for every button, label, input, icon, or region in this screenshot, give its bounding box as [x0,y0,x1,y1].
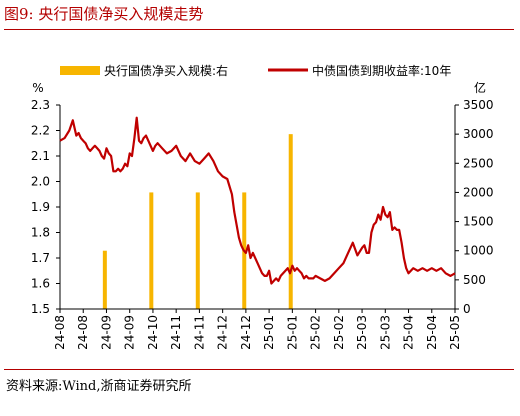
right-tick-label: 2000 [463,185,494,199]
footer-divider [4,369,514,370]
x-tick-label: 25-04 [402,315,416,350]
left-tick-label: 1.9 [31,200,50,214]
x-tick-label: 24-08 [53,315,67,350]
figure-title: 图9: 央行国债净买入规模走势 [4,5,204,23]
left-tick-label: 2.0 [31,175,50,189]
bar-net-purchase [149,192,154,309]
right-axis-unit: 亿 [474,80,486,95]
x-tick-label: 24-08 [76,315,90,350]
x-tick-label: 24-09 [123,315,137,350]
left-tick-label: 2.1 [31,149,50,163]
x-tick-label: 24-11 [169,315,183,350]
x-tick-label: 25-04 [425,315,439,350]
right-tick-label: 3500 [463,98,494,112]
left-tick-label: 1.8 [31,226,50,240]
x-tick-label: 24-09 [99,315,113,350]
x-tick-label: 25-03 [355,315,369,350]
x-tick-label: 24-10 [146,315,160,350]
right-tick-label: 3000 [463,127,494,141]
bar-net-purchase [288,134,293,309]
x-tick-label: 24-12 [216,315,230,350]
x-tick-label: 25-01 [285,315,299,350]
left-tick-label: 1.6 [31,277,50,291]
x-tick-label: 25-03 [378,315,392,350]
x-tick-label: 25-02 [309,315,323,350]
left-tick-label: 2.2 [31,124,50,138]
legend-bar-label: 央行国债净买入规模:右 [104,63,228,78]
right-tick-label: 0 [463,302,471,316]
right-tick-label: 1000 [463,244,494,258]
yield-line-series [59,116,456,285]
x-tick-label: 25-02 [332,315,346,350]
bar-net-purchase [195,192,200,309]
x-tick-label: 24-12 [239,315,253,350]
source-note: 资料来源:Wind,浙商证券研究所 [6,379,192,394]
left-tick-label: 2.3 [31,98,50,112]
x-tick-label: 25-01 [262,315,276,350]
left-tick-label: 1.5 [31,302,50,316]
left-axis-unit: % [32,81,43,95]
title-divider [4,29,514,30]
chart: 央行国债净买入规模:右 中债国债到期收益率:10年 % 亿 2.3 2.2 2.1 2… [31,63,494,350]
right-tick-label: 2500 [463,156,494,170]
x-tick-label: 25-05 [448,315,462,350]
left-tick-label: 1.7 [31,251,50,265]
legend-line-label: 中债国债到期收益率:10年 [312,63,451,78]
x-tick-label: 24-11 [192,315,206,350]
right-tick-label: 500 [463,273,486,287]
right-tick-label: 1500 [463,215,494,229]
legend-bar-swatch [60,66,100,75]
bar-net-purchase [102,250,107,309]
